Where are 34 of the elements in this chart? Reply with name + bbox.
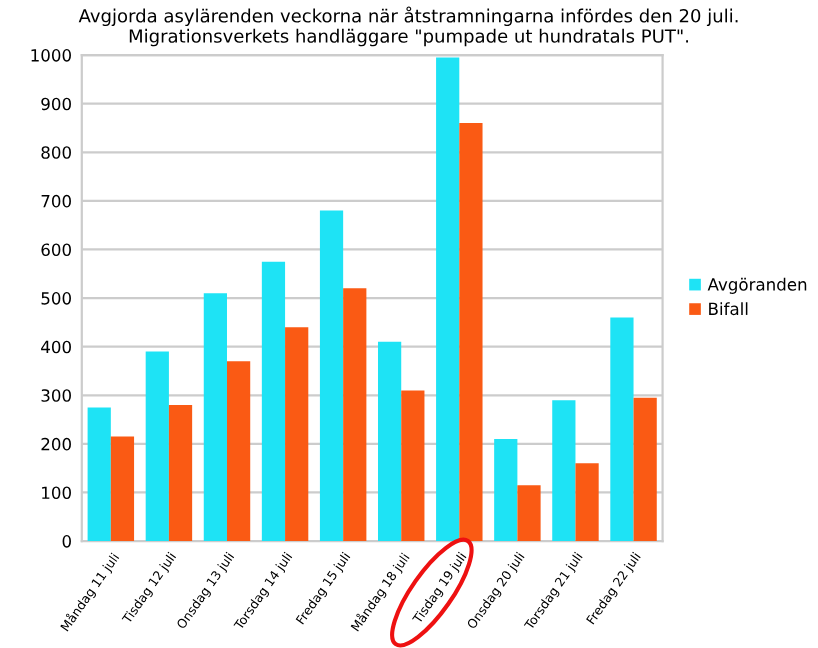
legend-label: Bifall — [709, 302, 748, 316]
bar — [610, 317, 634, 542]
bar — [378, 341, 402, 542]
bar — [575, 463, 599, 542]
bar — [459, 123, 483, 542]
chart-title: Avgjorda asylärenden veckorna när åtstramningarna infördes den 20 juli. Migrationsverkets handläggare "pumpade ut hundratals PUT". — [78, 6, 738, 47]
bar — [203, 293, 227, 542]
y-tick-label: 100 — [42, 486, 71, 500]
y-tick-label: 800 — [41, 146, 71, 159]
y-tick-label: 700 — [41, 194, 71, 208]
bar — [261, 261, 286, 542]
bar — [436, 57, 460, 542]
bar — [168, 405, 193, 542]
y-tick-label: 300 — [41, 389, 71, 402]
bar — [110, 436, 135, 542]
bar — [145, 351, 169, 542]
y-tick-label: 200 — [41, 437, 71, 451]
y-tick-label: 500 — [41, 292, 71, 305]
legend-label: Avgöranden — [707, 277, 807, 294]
bar — [226, 361, 251, 542]
bar — [517, 485, 541, 542]
bar — [633, 397, 657, 542]
y-tick-label: 400 — [41, 340, 71, 354]
y-tick-label: 0 — [62, 535, 71, 548]
y-tick-label: 1000 — [31, 49, 71, 62]
bar — [319, 210, 344, 542]
y-tick-label: 900 — [41, 97, 71, 111]
y-tick-label: 600 — [41, 243, 71, 257]
bar — [552, 400, 576, 542]
bar — [494, 439, 518, 542]
bar — [401, 390, 425, 542]
bar — [87, 407, 111, 542]
bar — [343, 288, 367, 542]
bar — [285, 327, 309, 542]
